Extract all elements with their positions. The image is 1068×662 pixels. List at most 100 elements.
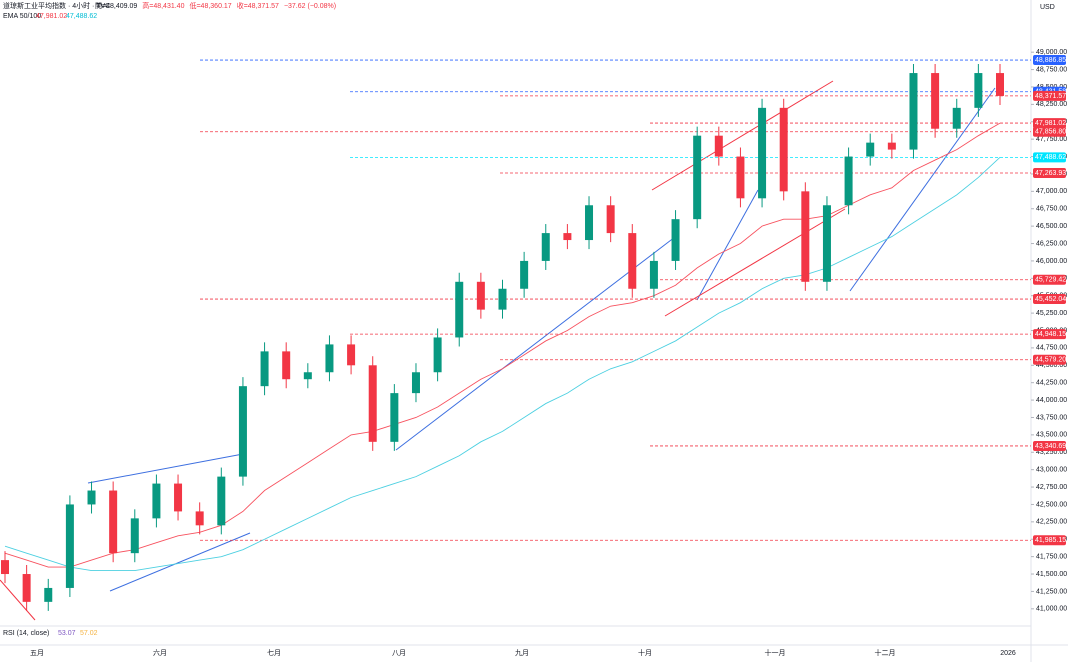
currency: USD [1040,4,1055,11]
price-level-box [1033,535,1066,546]
y-tick-label: 43,000.00 [1036,467,1067,474]
y-tick-label: 44,500.00 [1036,362,1067,369]
candle-body [974,73,983,108]
candle-body [195,511,204,526]
price-level-label: 44,948.15 [1035,331,1066,338]
candle-body [649,260,658,289]
y-tick-label: 42,250.00 [1036,519,1067,526]
candle-body [455,281,464,338]
x-tick-label: 六月 [153,648,167,657]
x-tick-label: 七月 [267,648,281,657]
x-tick-label: 十一月 [765,648,786,657]
y-tick-label: 42,500.00 [1036,501,1067,508]
ohlc-value: 開=48,409.09 [95,2,137,10]
candle-body [541,233,550,261]
price-level-box [1033,354,1066,365]
y-tick-label: 48,750.00 [1036,66,1067,73]
price-level-label: 47,488.62 [1035,154,1066,161]
trend-line [651,80,834,191]
x-tick-label: 八月 [392,649,406,657]
price-level-label: 48,886.85 [1035,57,1066,64]
price-level-box [1033,329,1066,340]
candle-body [238,386,247,477]
candle-body [498,288,507,310]
x-tick-label: 2026 [1000,650,1016,657]
ema-line [4,122,1001,568]
candle-body [433,337,442,373]
y-tick-label: 47,000.00 [1036,188,1067,195]
x-tick-label: 五月 [30,649,44,657]
candle-body [520,260,529,289]
ohlc-value: 收=48,371.57 [237,1,279,10]
candle-body [152,483,161,519]
candle-body [736,156,745,199]
candle-body [411,372,420,394]
y-tick-label: 43,750.00 [1036,414,1067,421]
rsi-value: 57.02 [80,630,98,637]
y-tick-label: 48,250.00 [1036,101,1067,108]
candle-body [714,135,723,157]
y-tick-label: 47,750.00 [1036,136,1067,143]
candle-body [758,107,767,199]
trend-line [0,579,36,621]
x-tick-label: 十二月 [875,648,896,657]
price-level-label: 47,981.02 [1035,120,1066,127]
candle-body [22,574,31,602]
candle-body [779,107,788,192]
ema-line [4,157,1001,571]
y-tick-label: 42,750.00 [1036,484,1067,491]
trend-line [849,87,996,292]
candle-body [174,483,183,512]
y-tick-label: 44,250.00 [1036,380,1067,387]
y-tick-label: 41,000.00 [1036,606,1067,613]
candle-body [996,73,1004,96]
candle-body [87,490,96,505]
candle-body [909,73,918,150]
candle-body [325,344,334,373]
price-level-label: 45,452.04 [1035,296,1066,303]
candle-body [217,476,226,526]
x-tick-label: 九月 [515,648,529,657]
price-level-label: 45,729.42 [1035,277,1066,284]
y-tick-label: 41,250.00 [1036,588,1067,595]
rsi-value: 53.07 [58,630,76,637]
candle-body [282,351,291,380]
candle-body [368,365,377,442]
y-tick-label: 41,750.00 [1036,553,1067,560]
candle-body [952,107,961,129]
y-tick-label: 46,500.00 [1036,223,1067,230]
trend-line [87,453,244,484]
price-level-box [1033,294,1066,305]
candle-body [65,504,74,588]
candle-body [822,205,831,282]
y-tick-label: 46,000.00 [1036,258,1067,265]
candle-body [347,344,356,366]
trend-line [109,532,251,592]
y-tick-label: 44,750.00 [1036,345,1067,352]
price-level-box [1033,90,1066,101]
price-level-label: 47,263.93 [1035,170,1066,177]
candle-body [887,142,896,150]
candle-body [606,205,615,234]
candle-body [476,281,485,310]
y-tick-label: 46,250.00 [1036,240,1067,247]
rsi-title: RSI (14, close) [3,630,49,637]
ohlc-value: 高=48,431.40 [142,1,184,10]
price-level-box [1033,274,1066,285]
candle-body [693,135,702,220]
price-level-label: 41,985.15 [1035,537,1066,544]
candle-body [671,219,680,261]
candle-body [390,393,399,442]
price-level-box [1033,167,1066,178]
candle-body [628,233,637,289]
price-level-box [1033,126,1066,137]
ema-value: 47,981.02 [36,13,67,20]
price-level-label: 44,579.20 [1035,357,1066,364]
candle-body [801,191,810,282]
symbol-title: 道琼斯工业平均指数 · 4小时 · TVC [3,1,110,10]
candle-body [109,490,118,554]
trend-line [696,189,759,301]
y-tick-label: 43,250.00 [1036,449,1067,456]
